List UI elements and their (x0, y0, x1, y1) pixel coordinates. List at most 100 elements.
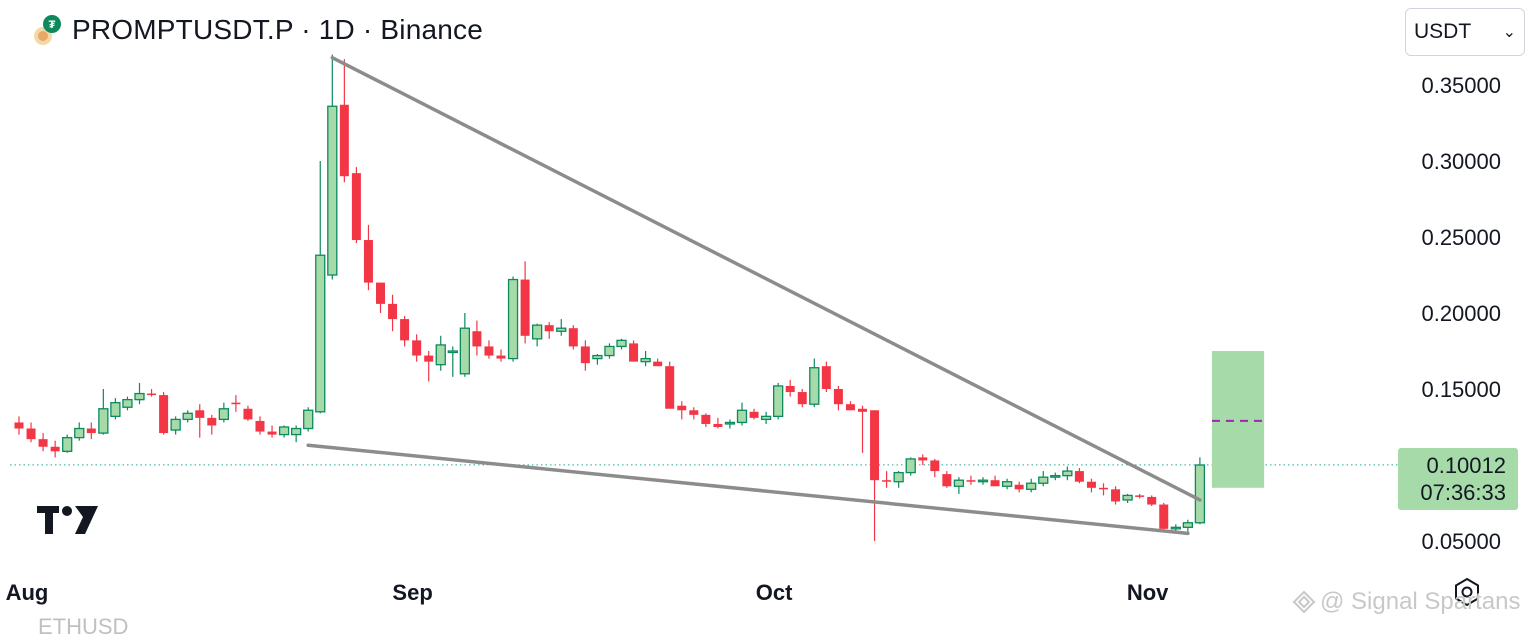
candle (315, 161, 326, 414)
candle (218, 402, 230, 423)
bar-countdown: 07:36:33 (1420, 480, 1506, 505)
candle (435, 335, 446, 371)
candle-body (953, 479, 965, 487)
candle-body (1182, 522, 1193, 528)
candle (713, 417, 723, 429)
candle-body (1111, 489, 1121, 502)
candle-body (182, 412, 193, 421)
tradingview-logo-icon[interactable] (37, 503, 99, 540)
candle-body (1122, 494, 1133, 501)
candle-body (26, 428, 36, 440)
candle (701, 413, 711, 427)
y-axis-tick-label: 0.15000 (1421, 377, 1501, 402)
candle (520, 261, 530, 344)
candle-body (231, 402, 241, 405)
candle (400, 316, 410, 347)
candle (388, 294, 398, 332)
candle-body (303, 409, 314, 430)
candle-body (833, 389, 843, 405)
settings-icon[interactable] (1452, 577, 1482, 612)
candle (134, 382, 145, 405)
candle-body (400, 319, 410, 341)
candle-body (1147, 496, 1157, 505)
candle-body (14, 422, 24, 429)
candle (580, 340, 590, 371)
candle (507, 276, 519, 362)
candle (785, 379, 795, 397)
candle-body (1135, 495, 1145, 497)
candle-body (736, 409, 748, 424)
candle (243, 405, 253, 421)
candle (459, 313, 471, 377)
candle (110, 398, 121, 420)
candle (1026, 478, 1037, 493)
candle-body (942, 474, 952, 487)
candle (616, 338, 627, 350)
candle-body (1014, 484, 1024, 490)
candle-body (243, 408, 253, 420)
candle (14, 416, 24, 435)
candle-body (990, 480, 1000, 487)
candle (809, 358, 820, 408)
candle-body (170, 418, 181, 431)
candle-body (351, 173, 361, 241)
candle (1122, 493, 1133, 503)
candle (182, 410, 193, 423)
candle (1050, 472, 1061, 481)
candle (363, 224, 373, 291)
candle-body (1194, 464, 1206, 524)
y-axis-tick-label: 0.05000 (1421, 529, 1501, 554)
candle-body (207, 417, 217, 426)
candle-body (520, 279, 530, 336)
candle (1111, 486, 1121, 505)
candle (303, 407, 314, 432)
candle (893, 471, 904, 488)
candle (1086, 478, 1096, 493)
wedge-lower-trendline (306, 443, 1190, 536)
y-axis-tick-label: 0.30000 (1421, 149, 1501, 174)
candle-body (905, 458, 916, 474)
candle-body (701, 414, 711, 424)
candle-body (544, 325, 554, 332)
candle-body (278, 426, 290, 436)
candle-body (689, 410, 699, 415)
candle (990, 475, 1000, 487)
candle (1194, 457, 1206, 525)
candle-body (556, 327, 567, 332)
symbol-title[interactable]: PROMPTUSDT.P · 1D · Binance (72, 14, 483, 45)
candle (544, 322, 554, 339)
candle-body (749, 411, 759, 418)
candle (1099, 483, 1108, 496)
candle-body (629, 343, 639, 362)
candle-body (496, 355, 506, 359)
candle (918, 454, 928, 465)
candle (496, 349, 506, 362)
target-box (1211, 351, 1265, 488)
candle-body (713, 423, 723, 427)
candle-body (966, 480, 976, 482)
wedge-upper-trendline (330, 55, 1202, 502)
watermark: @ Signal Spartans (1292, 588, 1520, 616)
chevron-down-icon: ⌄ (1502, 24, 1516, 41)
candle (821, 361, 831, 393)
candle-body (918, 457, 928, 461)
candle (882, 471, 892, 488)
candle-body (435, 344, 446, 366)
candle-body (882, 480, 892, 482)
coin-logo-icon: ₮ (30, 14, 62, 46)
candle (905, 457, 916, 476)
candle (290, 425, 302, 443)
candle (159, 392, 169, 435)
candle-body (640, 357, 651, 363)
currency-select[interactable]: USDT ⌄ (1405, 8, 1525, 56)
x-axis-tick-label: Aug (6, 580, 49, 605)
candle-body (1086, 481, 1096, 488)
candle (689, 407, 699, 420)
candle-body (376, 282, 385, 304)
candle (953, 477, 965, 494)
candle-body (1159, 504, 1169, 529)
candle (484, 340, 494, 359)
candle-body (50, 446, 60, 452)
candle-body (315, 254, 326, 413)
